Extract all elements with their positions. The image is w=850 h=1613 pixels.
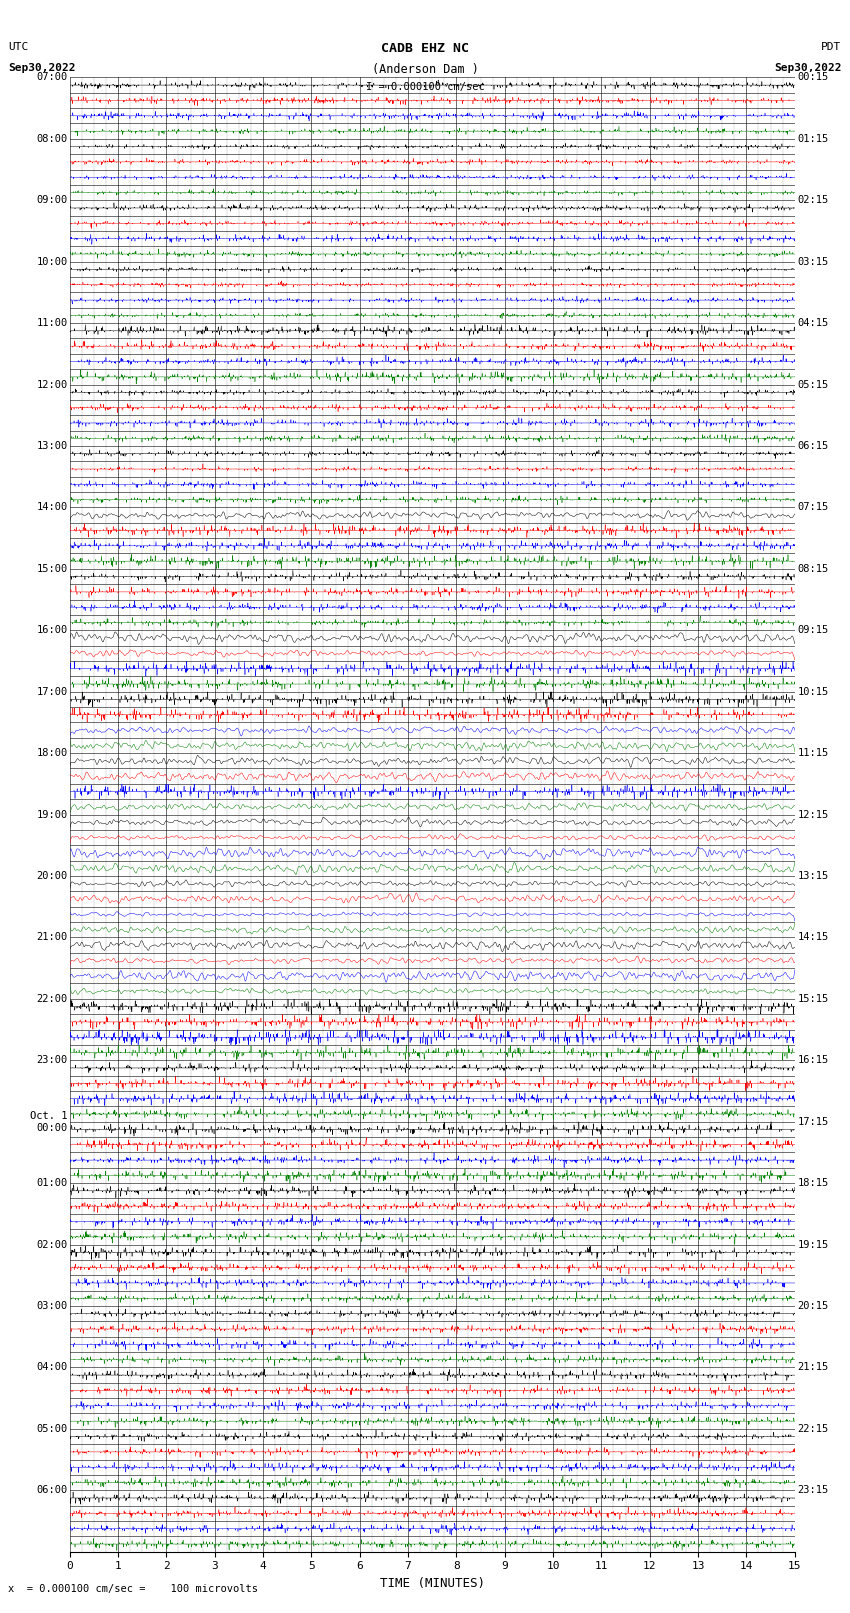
Text: Sep30,2022: Sep30,2022 <box>774 63 842 73</box>
Text: 06:15: 06:15 <box>797 440 829 452</box>
Text: 10:15: 10:15 <box>797 687 829 697</box>
X-axis label: TIME (MINUTES): TIME (MINUTES) <box>380 1578 484 1590</box>
Text: x  = 0.000100 cm/sec =    100 microvolts: x = 0.000100 cm/sec = 100 microvolts <box>8 1584 258 1594</box>
Text: 16:15: 16:15 <box>797 1055 829 1065</box>
Text: 18:00: 18:00 <box>37 748 68 758</box>
Text: UTC: UTC <box>8 42 29 52</box>
Text: 05:15: 05:15 <box>797 379 829 390</box>
Text: 23:00: 23:00 <box>37 1055 68 1065</box>
Text: 08:15: 08:15 <box>797 565 829 574</box>
Text: 10:00: 10:00 <box>37 256 68 266</box>
Text: 12:00: 12:00 <box>37 379 68 390</box>
Text: 19:00: 19:00 <box>37 810 68 819</box>
Text: 13:00: 13:00 <box>37 440 68 452</box>
Text: 00:15: 00:15 <box>797 73 829 82</box>
Text: Oct. 1
00:00: Oct. 1 00:00 <box>30 1111 68 1132</box>
Text: CADB EHZ NC: CADB EHZ NC <box>381 42 469 55</box>
Text: 09:00: 09:00 <box>37 195 68 205</box>
Text: 07:15: 07:15 <box>797 502 829 513</box>
Text: 17:15: 17:15 <box>797 1116 829 1127</box>
Text: I = 0.000100 cm/sec: I = 0.000100 cm/sec <box>366 82 484 92</box>
Text: 11:15: 11:15 <box>797 748 829 758</box>
Text: (Anderson Dam ): (Anderson Dam ) <box>371 63 479 76</box>
Text: 16:00: 16:00 <box>37 626 68 636</box>
Text: 07:00: 07:00 <box>37 73 68 82</box>
Text: 12:15: 12:15 <box>797 810 829 819</box>
Text: 05:00: 05:00 <box>37 1424 68 1434</box>
Text: 17:00: 17:00 <box>37 687 68 697</box>
Text: 09:15: 09:15 <box>797 626 829 636</box>
Text: 01:15: 01:15 <box>797 134 829 144</box>
Text: 20:15: 20:15 <box>797 1302 829 1311</box>
Text: 18:15: 18:15 <box>797 1177 829 1189</box>
Text: 01:00: 01:00 <box>37 1177 68 1189</box>
Text: 03:00: 03:00 <box>37 1302 68 1311</box>
Text: 21:00: 21:00 <box>37 932 68 942</box>
Text: 21:15: 21:15 <box>797 1363 829 1373</box>
Text: 08:00: 08:00 <box>37 134 68 144</box>
Text: PDT: PDT <box>821 42 842 52</box>
Text: 14:15: 14:15 <box>797 932 829 942</box>
Text: 23:15: 23:15 <box>797 1486 829 1495</box>
Text: 13:15: 13:15 <box>797 871 829 881</box>
Text: 06:00: 06:00 <box>37 1486 68 1495</box>
Text: 03:15: 03:15 <box>797 256 829 266</box>
Text: 19:15: 19:15 <box>797 1239 829 1250</box>
Text: 15:00: 15:00 <box>37 565 68 574</box>
Text: 14:00: 14:00 <box>37 502 68 513</box>
Text: 11:00: 11:00 <box>37 318 68 327</box>
Text: Sep30,2022: Sep30,2022 <box>8 63 76 73</box>
Text: 20:00: 20:00 <box>37 871 68 881</box>
Text: 15:15: 15:15 <box>797 994 829 1003</box>
Text: 04:15: 04:15 <box>797 318 829 327</box>
Text: 02:15: 02:15 <box>797 195 829 205</box>
Text: 02:00: 02:00 <box>37 1239 68 1250</box>
Text: 22:15: 22:15 <box>797 1424 829 1434</box>
Text: 04:00: 04:00 <box>37 1363 68 1373</box>
Text: 22:00: 22:00 <box>37 994 68 1003</box>
